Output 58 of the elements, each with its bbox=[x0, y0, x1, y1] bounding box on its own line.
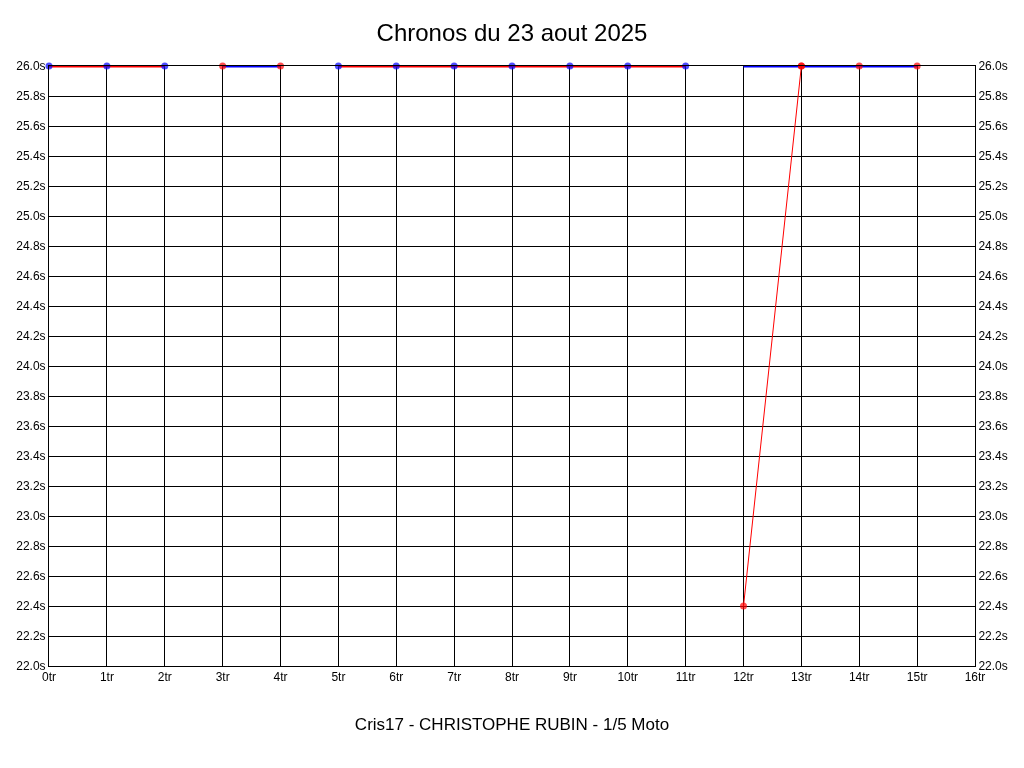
y-tick-label: 24.6s bbox=[16, 269, 46, 284]
y-tick-label: 25.8s bbox=[16, 89, 46, 104]
x-tick-label: 2tr bbox=[157, 670, 172, 685]
y2-tick-label: 24.0s bbox=[978, 359, 1008, 374]
y2-tick-label: 22.8s bbox=[978, 539, 1008, 554]
x-tick-label: 15tr bbox=[906, 670, 928, 685]
y2-tick-label: 25.8s bbox=[978, 89, 1008, 104]
y2-tick-label: 22.6s bbox=[978, 569, 1008, 584]
y2-tick-label: 23.4s bbox=[978, 449, 1008, 464]
chart-title: Chronos du 23 aout 2025 bbox=[376, 19, 648, 47]
y2-tick-label: 25.0s bbox=[978, 209, 1008, 224]
x-tick-label: 3tr bbox=[215, 670, 230, 685]
y-tick-label: 25.2s bbox=[16, 179, 46, 194]
x-tick-label: 10tr bbox=[617, 670, 639, 685]
y-tick-label: 24.4s bbox=[16, 299, 46, 314]
y-tick-label: 22.8s bbox=[16, 539, 46, 554]
x-tick-label: 5tr bbox=[331, 670, 346, 685]
x-tick-label: 13tr bbox=[791, 670, 812, 685]
y-tick-label: 24.8s bbox=[16, 239, 46, 254]
y-tick-label: 23.2s bbox=[16, 479, 46, 494]
y-tick-label: 23.8s bbox=[16, 389, 46, 404]
y-tick-label: 23.6s bbox=[16, 419, 46, 434]
y2-tick-label: 23.2s bbox=[978, 479, 1008, 494]
y-tick-label: 26.0s bbox=[16, 59, 46, 74]
y2-tick-label: 23.0s bbox=[978, 509, 1008, 524]
y2-tick-label: 23.8s bbox=[978, 389, 1008, 404]
y2-tick-label: 22.4s bbox=[978, 599, 1008, 614]
x-tick-label: 7tr bbox=[447, 670, 462, 685]
x-tick-label: 1tr bbox=[99, 670, 114, 685]
y2-tick-label: 23.6s bbox=[978, 419, 1008, 434]
y-tick-label: 23.0s bbox=[16, 509, 46, 524]
y-tick-label: 25.6s bbox=[16, 119, 46, 134]
x-tick-label: 11tr bbox=[675, 670, 696, 685]
y-tick-label: 24.2s bbox=[16, 329, 46, 344]
y-tick-label: 24.0s bbox=[16, 359, 46, 374]
y-tick-label: 23.4s bbox=[16, 449, 46, 464]
y2-tick-label: 25.2s bbox=[978, 179, 1008, 194]
y2-tick-label: 26.0s bbox=[978, 59, 1008, 74]
x-tick-label: 14tr bbox=[848, 670, 870, 685]
y2-tick-label: 25.4s bbox=[978, 149, 1008, 164]
y2-tick-label: 25.6s bbox=[978, 119, 1008, 134]
x-tick-label: 0tr bbox=[41, 670, 57, 685]
x-tick-label: 6tr bbox=[389, 670, 404, 685]
y2-tick-label: 24.4s bbox=[978, 299, 1008, 314]
y2-tick-label: 24.6s bbox=[978, 269, 1008, 284]
x-tick-label: 12tr bbox=[733, 670, 754, 685]
x-axis-title: Cris17 - CHRISTOPHE RUBIN - 1/5 Moto bbox=[354, 714, 670, 734]
y-tick-label: 25.4s bbox=[16, 149, 46, 164]
x-tick-label: 4tr bbox=[273, 670, 288, 685]
y-tick-label: 22.4s bbox=[16, 599, 46, 614]
y2-tick-label: 24.2s bbox=[978, 329, 1008, 344]
y-tick-label: 22.6s bbox=[16, 569, 46, 584]
y2-tick-label: 22.2s bbox=[978, 629, 1008, 644]
y-tick-label: 22.2s bbox=[16, 629, 46, 644]
y2-tick-label: 24.8s bbox=[978, 239, 1008, 254]
x-tick-label: 9tr bbox=[562, 670, 577, 685]
x-tick-label: 8tr bbox=[504, 670, 520, 685]
y-tick-label: 25.0s bbox=[16, 209, 46, 224]
